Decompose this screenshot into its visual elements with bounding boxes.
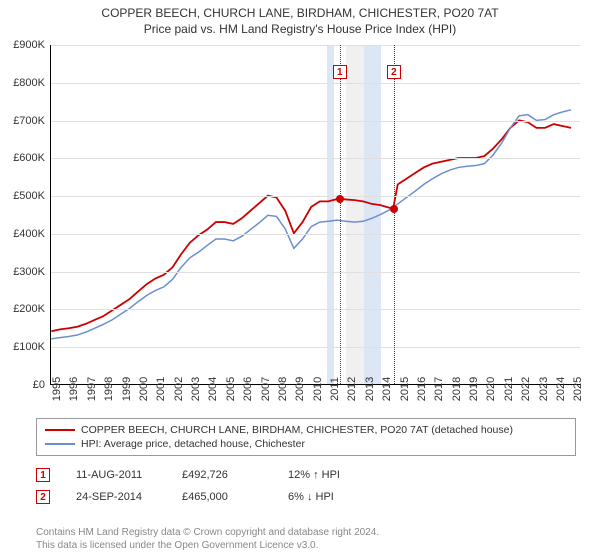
sale-row: 1 11-AUG-2011 £492,726 12% ↑ HPI [36, 464, 368, 486]
x-axis-label: 2006 [242, 377, 254, 401]
sale-price: £465,000 [182, 491, 262, 503]
x-axis-label: 2003 [190, 377, 202, 401]
gridline [51, 309, 580, 310]
sales-list: 1 11-AUG-2011 £492,726 12% ↑ HPI 2 24-SE… [36, 464, 368, 508]
sale-dot-icon [336, 195, 344, 203]
chart-subtitle: Price paid vs. HM Land Registry's House … [0, 22, 600, 36]
chart-marker-icon: 2 [387, 65, 401, 79]
legend-item: COPPER BEECH, CHURCH LANE, BIRDHAM, CHIC… [45, 423, 567, 437]
x-axis-label: 2013 [364, 377, 376, 401]
x-axis-label: 2004 [207, 377, 219, 401]
sale-vline [394, 45, 395, 384]
x-axis-label: 1997 [86, 377, 98, 401]
y-axis-label: £700K [0, 115, 45, 127]
x-axis-label: 2002 [173, 377, 185, 401]
x-axis-label: 2012 [346, 377, 358, 401]
x-axis-label: 2007 [260, 377, 272, 401]
x-axis-label: 2022 [520, 377, 532, 401]
x-axis-label: 2024 [555, 377, 567, 401]
gridline [51, 272, 580, 273]
sale-diff: 12% ↑ HPI [288, 469, 368, 481]
y-axis-label: £900K [0, 39, 45, 51]
gridline [51, 158, 580, 159]
x-axis-label: 1999 [121, 377, 133, 401]
series-hpi [51, 110, 571, 339]
legend-label: COPPER BEECH, CHURCH LANE, BIRDHAM, CHIC… [81, 424, 513, 436]
gridline [51, 196, 580, 197]
legend-item: HPI: Average price, detached house, Chic… [45, 437, 567, 451]
x-axis-label: 2005 [225, 377, 237, 401]
y-axis-label: £400K [0, 228, 45, 240]
chart-marker-icon: 1 [333, 65, 347, 79]
price-chart: £0£100K£200K£300K£400K£500K£600K£700K£80… [50, 45, 580, 385]
y-axis-label: £0 [0, 379, 45, 391]
sale-vline [340, 45, 341, 384]
x-axis-label: 2010 [312, 377, 324, 401]
x-axis-label: 2018 [451, 377, 463, 401]
x-axis-label: 2001 [155, 377, 167, 401]
x-axis-label: 2021 [503, 377, 515, 401]
sale-row: 2 24-SEP-2014 £465,000 6% ↓ HPI [36, 486, 368, 508]
chart-title: COPPER BEECH, CHURCH LANE, BIRDHAM, CHIC… [0, 6, 600, 20]
x-axis-label: 1998 [103, 377, 115, 401]
y-axis-label: £300K [0, 266, 45, 278]
footer-line: This data is licensed under the Open Gov… [36, 539, 379, 552]
x-axis-label: 2015 [399, 377, 411, 401]
x-axis-label: 1995 [51, 377, 63, 401]
sale-date: 24-SEP-2014 [76, 491, 156, 503]
x-axis-label: 2016 [416, 377, 428, 401]
y-axis-label: £100K [0, 341, 45, 353]
gridline [51, 83, 580, 84]
sale-date: 11-AUG-2011 [76, 469, 156, 481]
legend-label: HPI: Average price, detached house, Chic… [81, 438, 305, 450]
x-axis-label: 2025 [572, 377, 584, 401]
x-axis-label: 2000 [138, 377, 150, 401]
gridline [51, 347, 580, 348]
gridline [51, 234, 580, 235]
x-axis-label: 2009 [294, 377, 306, 401]
legend-box: COPPER BEECH, CHURCH LANE, BIRDHAM, CHIC… [36, 418, 576, 456]
sale-diff: 6% ↓ HPI [288, 491, 368, 503]
gridline [51, 121, 580, 122]
y-axis-label: £500K [0, 190, 45, 202]
sale-dot-icon [390, 205, 398, 213]
x-axis-label: 1996 [68, 377, 80, 401]
x-axis-label: 2014 [381, 377, 393, 401]
sale-marker-icon: 2 [36, 490, 50, 504]
y-axis-label: £800K [0, 77, 45, 89]
y-axis-label: £600K [0, 152, 45, 164]
footer-attribution: Contains HM Land Registry data © Crown c… [36, 526, 379, 552]
footer-line: Contains HM Land Registry data © Crown c… [36, 526, 379, 539]
x-axis-label: 2020 [485, 377, 497, 401]
gridline [51, 45, 580, 46]
sale-marker-icon: 1 [36, 468, 50, 482]
x-axis-label: 2008 [277, 377, 289, 401]
x-axis-label: 2017 [433, 377, 445, 401]
x-axis-label: 2023 [538, 377, 550, 401]
legend-swatch [45, 429, 75, 431]
chart-lines [51, 45, 580, 384]
sale-price: £492,726 [182, 469, 262, 481]
legend-swatch [45, 443, 75, 445]
x-axis-label: 2019 [468, 377, 480, 401]
y-axis-label: £200K [0, 303, 45, 315]
